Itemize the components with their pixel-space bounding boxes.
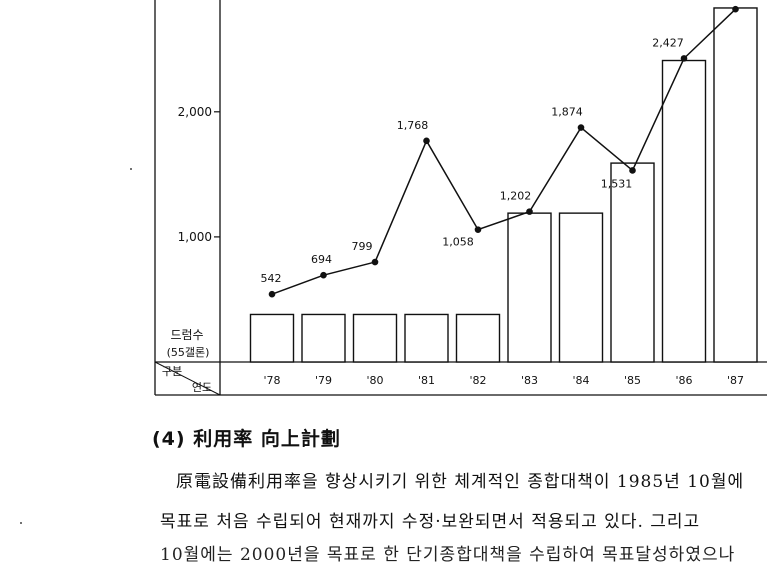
line-point bbox=[474, 226, 482, 233]
data-label: 1,874 bbox=[551, 106, 583, 119]
data-label: 1,768 bbox=[397, 119, 429, 132]
bar bbox=[507, 212, 552, 363]
line-point bbox=[320, 271, 327, 279]
data-label: 1,202 bbox=[500, 190, 532, 203]
corner-header-top: 구분 bbox=[162, 365, 182, 378]
bar bbox=[249, 313, 295, 363]
corner-header-bottom: 연도 bbox=[192, 381, 212, 394]
line-point bbox=[732, 5, 739, 13]
line-point bbox=[371, 258, 379, 266]
line-path bbox=[271, 8, 737, 295]
body-text-line-2: 목표로 처음 수립되어 현재까지 수정·보완되면서 적용되고 있다. 그리고 bbox=[160, 512, 701, 532]
data-label: 542 bbox=[261, 272, 282, 285]
x-tick-label: '84 bbox=[572, 374, 589, 387]
x-tick-label: '78 bbox=[263, 374, 280, 387]
line-point bbox=[526, 208, 533, 215]
body-text-line-1: 原電設備利用率을 향상시키기 위한 체계적인 종합대책이 1985년 10월에 bbox=[176, 472, 745, 492]
line-point bbox=[423, 137, 430, 145]
y-unit-sublabel: (55갤론) bbox=[167, 346, 210, 359]
y-tick-label: 2,000 bbox=[178, 105, 212, 119]
line-point bbox=[680, 55, 688, 62]
data-label: 1,058 bbox=[442, 236, 474, 249]
x-axis: '78 '79 '80 '81 '82 '83 '84 '85 '86 '87 bbox=[263, 374, 744, 387]
bar bbox=[558, 212, 604, 363]
x-tick-label: '85 bbox=[624, 374, 641, 387]
scan-speck bbox=[20, 522, 22, 524]
corner-diagonal bbox=[154, 361, 221, 396]
data-label: 2,427 bbox=[652, 36, 684, 49]
bars bbox=[249, 7, 758, 363]
bar bbox=[713, 7, 758, 363]
bar bbox=[455, 313, 501, 363]
bar bbox=[301, 313, 346, 363]
x-tick-label: '81 bbox=[418, 374, 435, 387]
x-tick-label: '87 bbox=[727, 374, 744, 387]
y-unit-label: 드럼수 bbox=[170, 328, 203, 342]
data-label: 1,531 bbox=[601, 177, 633, 190]
x-tick-label: '80 bbox=[366, 374, 383, 387]
data-labels: 542 694 799 1,768 1,058 1,202 1,874 1,531 2,427 bbox=[261, 36, 684, 285]
bar bbox=[404, 313, 449, 363]
body-text-line-3: 10월에는 2000년을 목표로 한 단기종합대책을 수립하여 목표달성하였으나 bbox=[160, 545, 736, 565]
x-tick-label: '79 bbox=[315, 374, 332, 387]
y-tick-label: 1,000 bbox=[178, 230, 212, 244]
line-point bbox=[629, 167, 636, 174]
scan-speck bbox=[130, 168, 132, 170]
section-heading: (4) 利用率 向上計劃 bbox=[152, 428, 341, 450]
bar bbox=[661, 59, 707, 363]
line-point bbox=[577, 124, 585, 131]
bar bbox=[610, 162, 655, 363]
x-tick-label: '83 bbox=[521, 374, 538, 387]
x-tick-label: '82 bbox=[469, 374, 486, 387]
data-label: 694 bbox=[311, 253, 332, 266]
x-tick-label: '86 bbox=[675, 374, 692, 387]
bar bbox=[352, 313, 398, 363]
data-label: 799 bbox=[352, 240, 373, 253]
line-series bbox=[268, 5, 739, 298]
line-point bbox=[268, 290, 276, 298]
